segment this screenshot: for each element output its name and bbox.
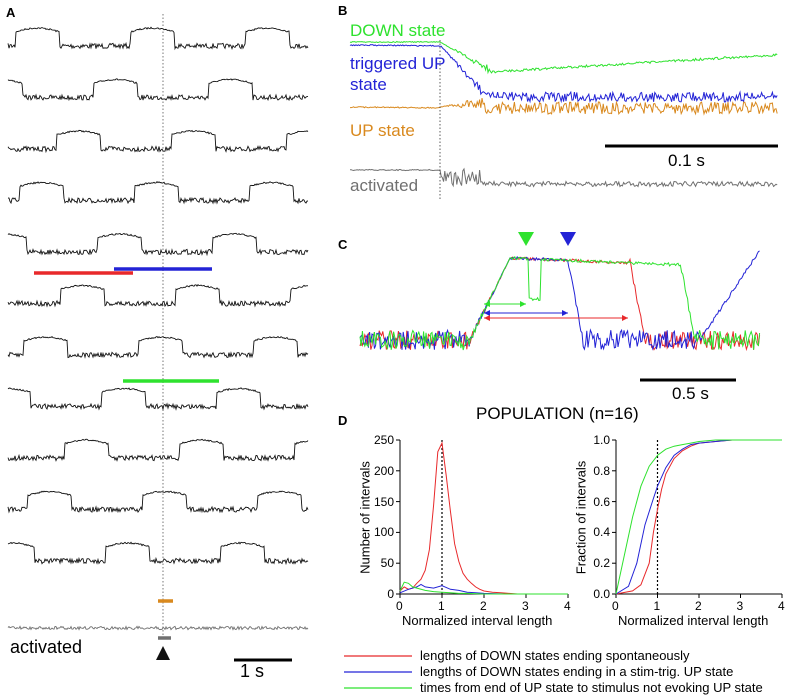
trace-a-2	[7, 129, 309, 154]
scale-label-a: 1 s	[240, 661, 265, 681]
trace-a-activated	[7, 625, 309, 631]
trace-a-3	[7, 181, 309, 205]
activated-label-a: activated	[10, 637, 83, 657]
series-line-0	[615, 439, 782, 595]
y-tick-label: 250	[373, 433, 394, 447]
x-tick-label: 2	[480, 599, 487, 613]
x-axis-label: Normalized interval length	[618, 613, 769, 628]
triggered-up-label-line2: state	[350, 75, 387, 94]
down-state-label: DOWN state	[350, 21, 446, 40]
trace-b-up	[350, 98, 778, 116]
y-tick-label: 50	[380, 556, 394, 571]
x-tick-label: 3	[522, 599, 529, 613]
triggered-up-label-line1: triggered UP	[350, 54, 446, 73]
cumulative-chart	[612, 439, 783, 598]
panel-b-traces	[349, 40, 778, 200]
trace-a-0	[7, 26, 309, 51]
up-state-label: UP state	[350, 121, 415, 140]
scale-label-b: 0.1 s	[668, 151, 705, 170]
trace-b-triggered	[349, 44, 778, 104]
panel-label-a: A	[6, 5, 16, 20]
activated-label-b: activated	[350, 176, 419, 195]
y-axis-label: Number of intervals	[357, 461, 373, 574]
y-tick-label: 0.2	[593, 556, 610, 571]
y-tick-label: 0.4	[593, 525, 610, 540]
trace-b-activated	[350, 167, 778, 188]
legend-lines	[344, 655, 412, 689]
legend-label-blue: lengths of DOWN states ending in a stim-…	[420, 664, 734, 679]
y-tick-label: 200	[373, 463, 394, 478]
y-tick-label: 0.6	[593, 494, 610, 509]
scale-label-c: 0.5 s	[672, 384, 709, 403]
trace-a-7	[7, 387, 309, 411]
y-tick-label: 1.0	[593, 433, 610, 447]
x-tick-label: 3	[736, 599, 744, 613]
population-title: POPULATION (n=16)	[476, 404, 639, 423]
trace-a-6	[7, 335, 309, 359]
y-tick-label: 0.8	[593, 463, 610, 478]
x-tick-label: 1	[653, 599, 661, 613]
series-line-2	[399, 581, 568, 595]
stimulus-arrowhead-icon	[156, 646, 170, 660]
x-tick-label: 0	[396, 599, 403, 613]
x-tick-label: 4	[778, 599, 785, 613]
histogram-chart	[396, 439, 569, 598]
trace-a-1	[7, 78, 309, 102]
series-line-1	[615, 439, 782, 595]
trace-c-green	[359, 256, 761, 351]
x-tick-label: 2	[695, 599, 702, 613]
y-tick-label: 0.0	[593, 587, 610, 601]
y-tick-label: 150	[373, 494, 394, 509]
y-tick-label: 100	[373, 525, 394, 540]
series-line-0	[399, 441, 568, 595]
y-axis-label: Fraction of intervals	[573, 460, 589, 575]
trace-a-10	[7, 541, 309, 566]
legend-label-red: lengths of DOWN states ending spontaneou…	[420, 648, 690, 663]
trace-a-4	[7, 232, 309, 257]
series-line-1	[399, 583, 568, 595]
trace-a-8	[7, 438, 309, 462]
series-line-2	[615, 439, 782, 595]
panel-label-b: B	[338, 3, 348, 18]
x-tick-label: 0	[612, 599, 619, 613]
panel-a-traces	[7, 14, 309, 662]
panel-c-traces	[359, 232, 761, 382]
legend-label-green: times from end of UP state to stimulus n…	[420, 680, 763, 695]
marker-blue-icon	[560, 232, 576, 246]
trace-a-5	[7, 284, 309, 308]
y-tick-label: 0	[387, 587, 394, 601]
panel-label-d: D	[338, 413, 348, 428]
trace-a-9	[7, 490, 309, 514]
x-tick-label: 4	[564, 599, 571, 613]
panel-label-c: C	[338, 237, 348, 252]
marker-green-icon	[518, 232, 534, 246]
x-tick-label: 1	[438, 599, 445, 613]
x-axis-label: Normalized interval length	[402, 613, 553, 628]
trace-b-down	[349, 40, 778, 75]
